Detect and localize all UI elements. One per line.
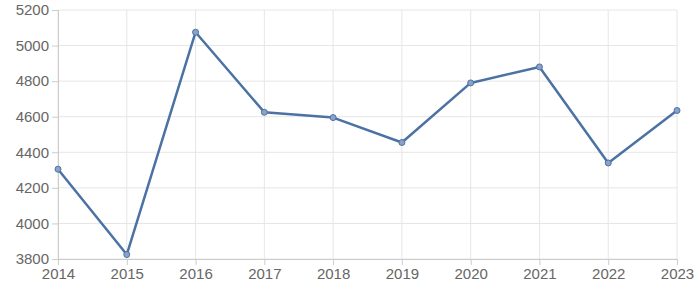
tick-label: 2021 [523, 265, 556, 282]
x-axis: 2014201520162017201820192020202120222023 [42, 259, 694, 282]
tick: 5000 [16, 37, 58, 54]
tick-mark [52, 10, 58, 11]
tick-label: 2016 [179, 265, 212, 282]
tick: 4200 [16, 179, 58, 196]
grid-line-x [677, 10, 678, 259]
series [55, 29, 680, 257]
chart: 2014201520162017201820192020202120222023… [0, 0, 700, 300]
tick-mark [52, 223, 58, 224]
tick-label: 2022 [592, 265, 625, 282]
tick-label: 4000 [16, 215, 49, 232]
axis-line [59, 260, 678, 266]
tick: 2017 [248, 259, 281, 282]
point [536, 64, 542, 70]
tick-label: 2020 [454, 265, 487, 282]
tick-label: 4200 [16, 179, 49, 196]
tick-label: 2015 [111, 265, 144, 282]
grid-line-x [401, 10, 402, 259]
y-axis: 3800 4000 4200 4400 4600 4800 5000 5200 [16, 1, 59, 267]
point [124, 252, 130, 258]
point [674, 107, 680, 113]
tick-mark [52, 117, 58, 118]
tick-mark [52, 188, 58, 189]
grid-line-x [539, 10, 540, 259]
tick-label: 5000 [16, 37, 49, 54]
grid-line-y [58, 223, 677, 224]
tick: 2023 [661, 259, 694, 282]
point [468, 80, 474, 86]
plot: 2014201520162017201820192020202120222023… [16, 1, 695, 281]
tick-label: 5200 [16, 1, 49, 18]
grid [58, 10, 677, 259]
tick-label: 2023 [661, 265, 694, 282]
point [605, 160, 611, 166]
point [261, 109, 267, 115]
tick: 2022 [592, 259, 625, 282]
line [58, 32, 677, 254]
grid-line-y [58, 45, 677, 46]
tick: 4400 [16, 144, 58, 161]
grid-line-x [470, 10, 471, 259]
tick-mark [52, 81, 58, 82]
grid-line-x [608, 10, 609, 259]
tick-label: 4400 [16, 144, 49, 161]
tick: 3800 [16, 250, 58, 267]
tick-label: 4800 [16, 72, 49, 89]
tick: 2016 [179, 259, 212, 282]
point [330, 115, 336, 121]
tick: 4600 [16, 108, 58, 125]
point [193, 29, 199, 35]
tick-label: 2019 [386, 265, 419, 282]
tick-mark [52, 46, 58, 47]
tick: 4000 [16, 215, 58, 232]
grid-line-x [195, 10, 196, 259]
tick-label: 2018 [317, 265, 350, 282]
axis-line [52, 11, 59, 260]
tick-label: 2017 [248, 265, 281, 282]
grid-line-x [126, 10, 127, 259]
tick-mark [52, 152, 58, 153]
grid-line-y [58, 187, 677, 188]
tick: 4800 [16, 72, 58, 89]
tick: 2021 [523, 259, 556, 282]
tick: 2019 [386, 259, 419, 282]
grid-line-x [264, 10, 265, 259]
grid-line-y [58, 10, 677, 11]
point [399, 140, 405, 146]
tick-label: 3800 [16, 250, 49, 267]
point [55, 166, 61, 172]
tick: 2020 [454, 259, 487, 282]
grid-line-y [58, 116, 677, 117]
tick-label: 4600 [16, 108, 49, 125]
tick: 5200 [16, 1, 58, 18]
grid-line-x [333, 10, 334, 259]
tick: 2015 [111, 259, 144, 282]
grid-line-y [58, 152, 677, 153]
grid-line-y [58, 81, 677, 82]
tick: 2018 [317, 259, 350, 282]
tick-mark [52, 259, 58, 260]
